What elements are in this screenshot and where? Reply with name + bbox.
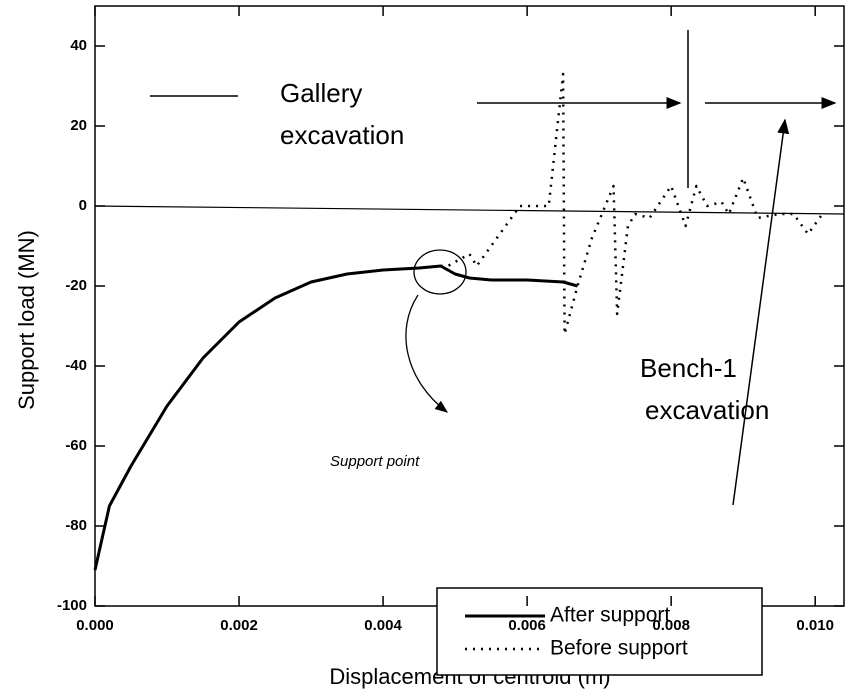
x-tick-label: 0.008 bbox=[652, 617, 690, 634]
y-tick-label: -80 bbox=[65, 517, 87, 534]
y-tick-label: -60 bbox=[65, 437, 87, 454]
annotation: Bench-1 bbox=[640, 353, 737, 383]
y-axis-label: Support load (MN) bbox=[14, 230, 39, 410]
annotation: excavation bbox=[645, 395, 769, 425]
annotation: Gallery bbox=[280, 78, 362, 108]
y-tick-label: 20 bbox=[70, 117, 87, 134]
y-tick-label: 0 bbox=[79, 197, 87, 214]
data-line bbox=[93, 264, 578, 571]
y-tick-label: 40 bbox=[70, 37, 87, 54]
legend bbox=[436, 587, 763, 676]
zero-line bbox=[94, 205, 845, 215]
y-tick-label: -20 bbox=[65, 277, 87, 294]
x-tick-label: 0.004 bbox=[364, 617, 402, 634]
y-tick-label: -100 bbox=[57, 597, 87, 614]
x-tick-label: 0.006 bbox=[508, 617, 546, 634]
y-tick-label: -40 bbox=[65, 357, 87, 374]
data-line bbox=[440, 72, 824, 336]
legend-label: Before support bbox=[550, 637, 688, 660]
highlight-circle bbox=[413, 249, 467, 295]
annotation: excavation bbox=[280, 120, 404, 150]
x-tick-label: 0.010 bbox=[796, 617, 834, 634]
arrow bbox=[405, 294, 449, 413]
arrow bbox=[732, 118, 790, 506]
legend-label: After support bbox=[550, 604, 670, 627]
x-tick-label: 0.000 bbox=[76, 617, 114, 634]
x-tick-label: 0.002 bbox=[220, 617, 258, 634]
annotation: Support point bbox=[330, 453, 420, 470]
